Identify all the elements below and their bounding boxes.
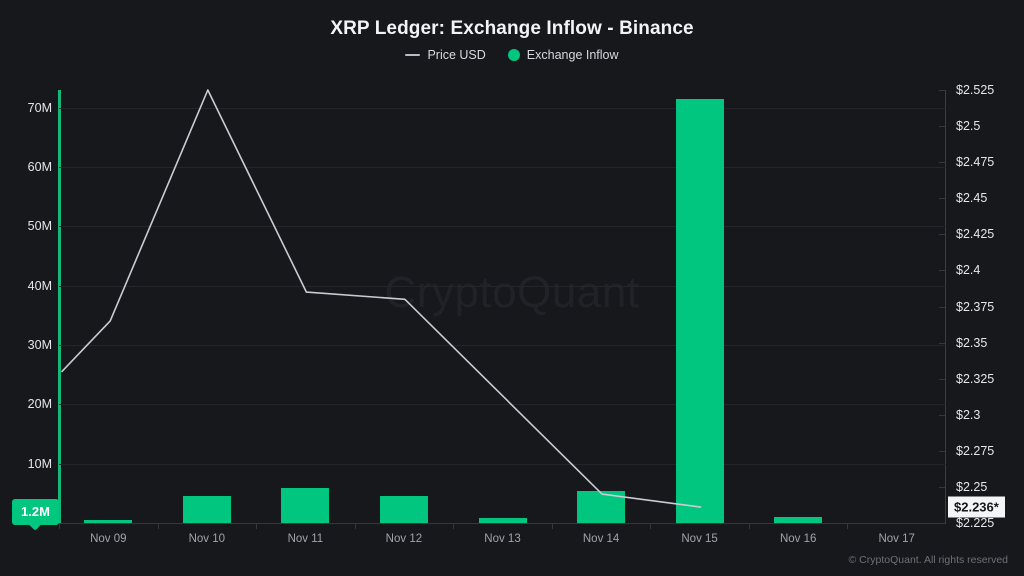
x-axis-tickmark	[453, 523, 455, 529]
y-axis-right-tickmark	[939, 523, 945, 524]
y-axis-right-tickmark	[939, 414, 945, 416]
y-axis-right-tickmark	[939, 306, 945, 308]
x-axis-tick-label: Nov 15	[681, 533, 718, 545]
y-axis-right-tickmark	[939, 90, 945, 91]
x-axis-tick-label: Nov 11	[287, 533, 324, 545]
y-axis-left-tick: 60M	[27, 160, 52, 175]
y-axis-left-tick: 70M	[27, 100, 52, 115]
x-axis-tick-label: Nov 14	[582, 533, 620, 545]
x-axis-tickmark	[650, 523, 652, 529]
line-marker-icon	[405, 54, 421, 56]
chart-title: XRP Ledger: Exchange Inflow - Binance	[330, 18, 694, 39]
bar-nov-09[interactable]	[84, 520, 133, 523]
legend-label-exchange-inflow: Exchange Inflow	[526, 48, 619, 62]
y-axis-right-tickmark	[939, 378, 945, 380]
line-series-price-usd	[61, 89, 702, 508]
y-axis-right-tick: $2.325	[956, 371, 995, 386]
x-axis-tickmark	[157, 523, 159, 529]
y-axis-left-tick: 50M	[27, 219, 52, 234]
bar-nov-11[interactable]	[281, 488, 330, 523]
y-axis-right-tick: $2.475	[956, 155, 995, 170]
legend-label-price-usd: Price USD	[427, 48, 486, 62]
x-axis-tick-label: Nov 17	[878, 533, 915, 545]
y-axis-right-tickmark	[939, 342, 945, 344]
y-axis-right-tick: $2.275	[956, 443, 995, 458]
x-axis-tick-label: Nov 10	[188, 533, 226, 545]
gridline	[59, 404, 946, 406]
x-axis-tickmark	[59, 523, 60, 529]
y-axis-left-tick: 10M	[27, 456, 52, 471]
bar-nov-13[interactable]	[478, 517, 527, 523]
legend-item-exchange-inflow[interactable]: Exchange Inflow	[507, 48, 619, 62]
gridline	[59, 285, 946, 287]
left-axis-line	[58, 90, 61, 523]
gridline	[59, 167, 946, 169]
legend-item-price-usd[interactable]: Price USD	[405, 48, 486, 62]
y-axis-right-tick: $2.4	[956, 263, 981, 278]
x-axis-tickmark	[551, 523, 553, 529]
y-axis-right-tick: $2.35	[956, 335, 988, 350]
y-axis-right-tick: $2.25	[956, 479, 988, 494]
gridline	[59, 345, 946, 347]
x-axis-tick-label: Nov 09	[90, 533, 127, 545]
x-axis-tick-label: Nov 13	[484, 533, 521, 545]
y-axis-right-tickmark	[939, 162, 945, 164]
current-price-badge: $2.236*	[948, 496, 1005, 518]
bar-nov-16[interactable]	[774, 517, 823, 523]
y-axis-left-tick: 20M	[27, 397, 52, 412]
bar-nov-10[interactable]	[182, 495, 231, 523]
y-axis-right-tick: $2.225	[956, 516, 995, 530]
gridline	[59, 226, 946, 228]
y-axis-right-tick: $2.425	[956, 227, 995, 242]
right-axis-line	[945, 90, 946, 523]
chart-legend: Price USD Exchange Inflow	[0, 48, 1024, 62]
gridline	[59, 107, 946, 109]
current-inflow-badge: 1.2M	[12, 498, 59, 525]
y-axis-right-tick: $2.5	[956, 119, 981, 134]
plot-area	[59, 89, 946, 523]
y-axis-right-tick: $2.375	[956, 299, 995, 314]
x-axis-tick-label: Nov 12	[385, 533, 423, 545]
y-axis-left-tick: 40M	[27, 278, 52, 293]
x-axis-tick-label: Nov 16	[779, 533, 817, 545]
x-axis-tickmark	[748, 523, 750, 529]
x-axis-tickmark	[847, 523, 849, 529]
dot-marker-icon	[507, 49, 520, 61]
y-axis-left-tick: 30M	[27, 338, 52, 353]
y-axis-right-tick: $2.525	[956, 83, 995, 97]
bar-nov-15[interactable]	[675, 98, 724, 523]
y-axis-right-tick: $2.3	[956, 407, 981, 422]
bottom-axis-line	[59, 523, 946, 524]
gridline	[59, 463, 946, 465]
y-axis-right-tick: $2.45	[956, 191, 988, 206]
y-axis-right-tickmark	[939, 198, 945, 200]
y-axis-right-tickmark	[939, 270, 945, 272]
y-axis-right-tickmark	[939, 234, 945, 236]
bar-nov-12[interactable]	[379, 495, 428, 523]
y-axis-right-tickmark	[939, 450, 945, 452]
y-axis-right-tickmark	[939, 486, 945, 488]
copyright-note: © CryptoQuant. All rights reserved	[848, 554, 1008, 566]
x-axis-tickmark	[256, 523, 258, 529]
y-axis-right-tickmark	[939, 126, 945, 128]
x-axis-tickmark	[354, 523, 356, 529]
